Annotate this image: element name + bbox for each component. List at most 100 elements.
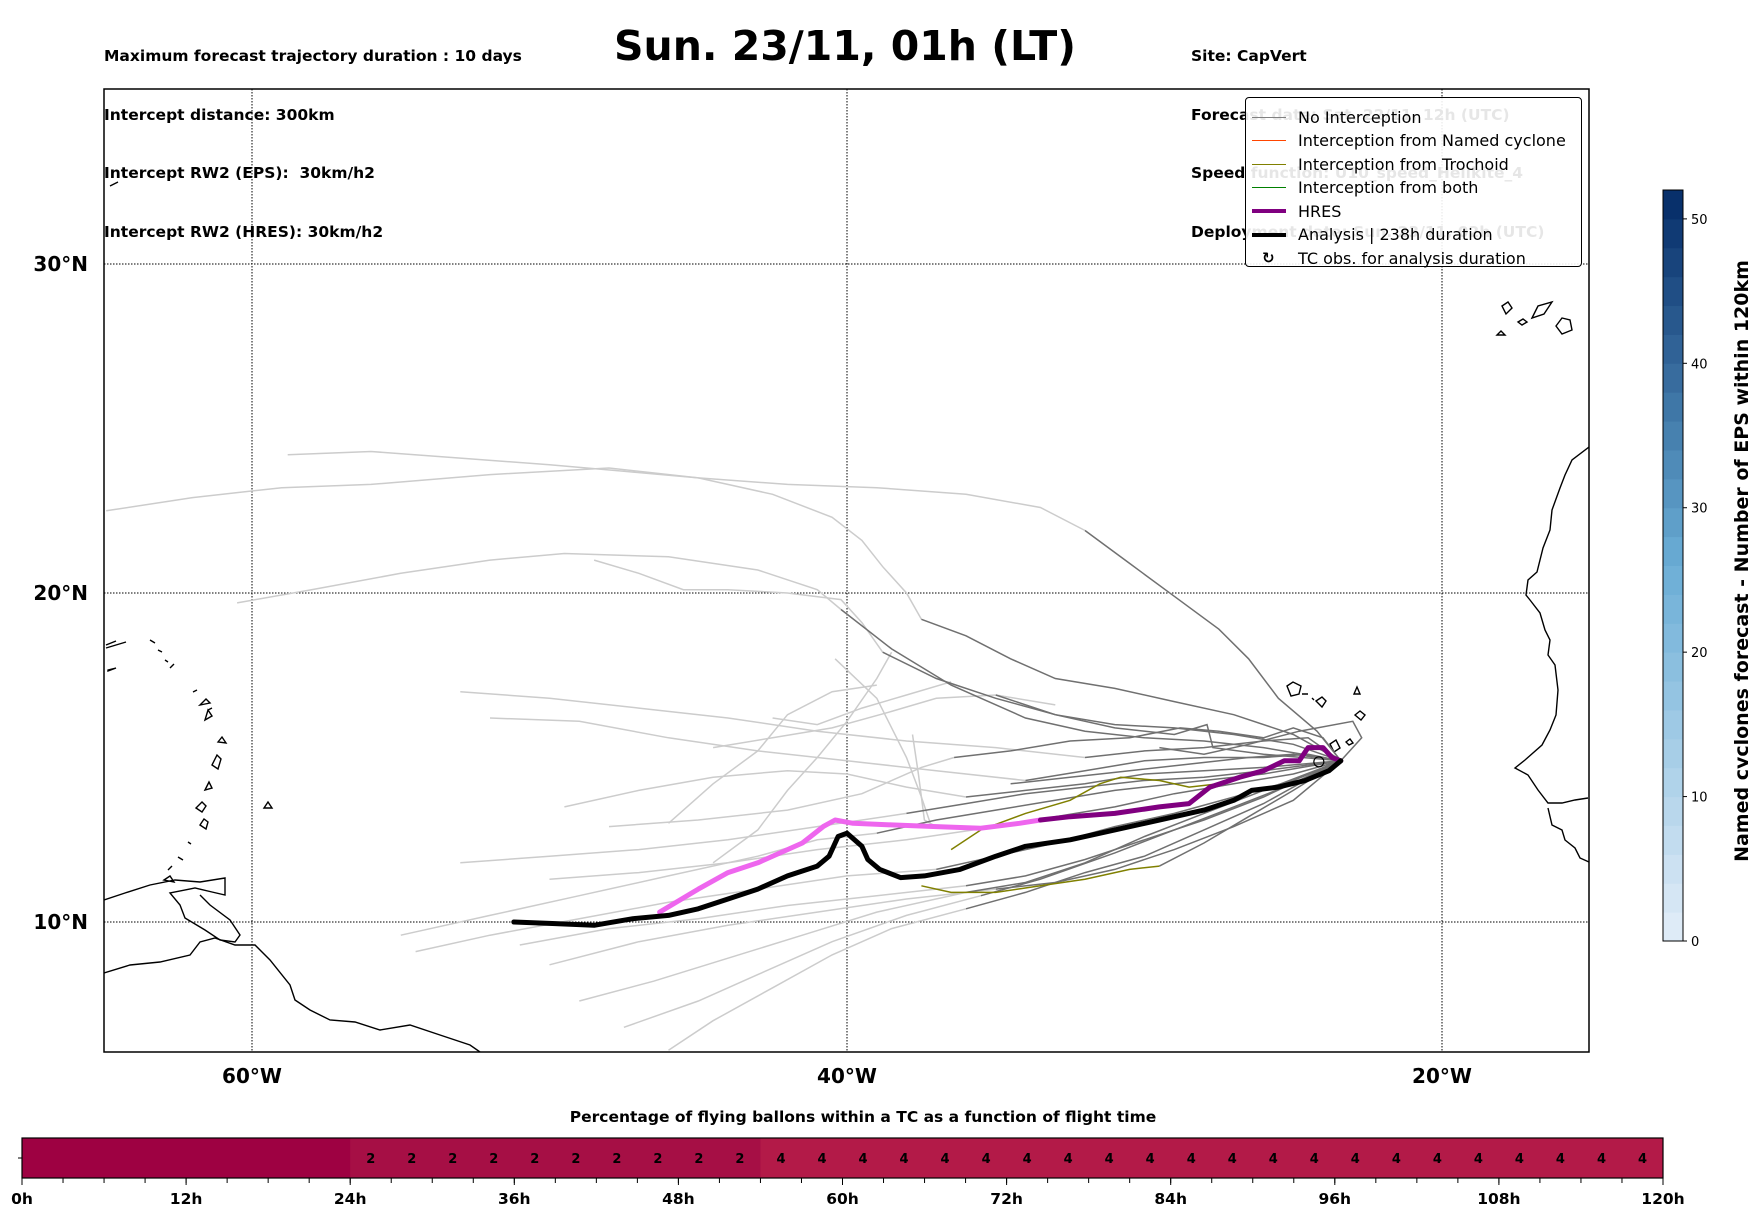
time-tick-label: 24h [334,1190,367,1208]
eps-track-faded [911,734,937,828]
legend-label: Interception from Trochoid [1298,154,1509,174]
colorbar-bin [1663,594,1683,624]
coastline-west-africa [1513,446,1589,863]
colorbar: 0 10 20 30 40 50 [1662,189,1708,950]
eps-track-faded [668,684,877,824]
time-tick-label: 108h [1477,1190,1520,1208]
legend-label: Analysis | 238h duration [1298,225,1493,244]
time-bin-value: 4 [1392,1152,1401,1167]
coastline-trinidad-venezuela [104,877,241,943]
trochoid-tracks [921,776,1219,894]
legend-label: No Interception [1298,107,1422,127]
eps-track [965,760,1341,798]
time-bin-value: 4 [1351,1152,1360,1167]
eps-track [995,694,1341,762]
time-bin-value: 4 [1269,1152,1278,1167]
info-max-duration: Maximum forecast trajectory duration : 1… [104,47,522,65]
legend-line-swatch [1252,187,1286,188]
time-bin-value: 2 [735,1152,744,1167]
run-parameters: Maximum forecast trajectory duration : 1… [104,8,522,262]
flight-time-bar: 2 2 2 2 2 2 2 2 2 2 4 4 4 4 4 4 4 4 4 4 4 4 4 4 4 4 4 4 4 4 4 4 0h 12h 24h… [11,1137,1685,1208]
x-tick-label: 20°W [1412,1064,1472,1088]
time-tick-label: 36h [498,1190,531,1208]
time-bin-value: 4 [1638,1152,1647,1167]
colorbar-bin [1663,363,1683,393]
colorbar-bin [1663,449,1683,480]
eps-track-faded [415,868,937,953]
main-tracks [511,745,1344,928]
colorbar-bin [1663,767,1683,798]
time-bin-value: 2 [366,1152,375,1167]
colorbar-bin [1663,305,1683,335]
legend-item: HRES [1246,200,1581,222]
eps-track [1159,720,1363,762]
y-tick-label: 10°N [33,910,88,934]
hres-track [1037,745,1344,823]
info-site: Site: CapVert [1191,47,1307,65]
y-tick-label: 20°N [33,581,88,605]
time-bin-value: 4 [1515,1152,1524,1167]
eps-track-faded [489,717,1026,782]
eps-track [921,618,1342,762]
time-segment [350,1138,761,1178]
eps-track [1084,529,1342,762]
legend-line-swatch [1252,163,1286,165]
plot-frame [103,88,1590,1053]
colorbar-tick-label: 0 [1691,935,1699,950]
time-bin-value: 4 [900,1152,909,1167]
eps-track [1025,753,1341,782]
time-tick-label: 12h [170,1190,203,1208]
legend-line-swatch [1252,209,1286,213]
hres-track-early [657,817,1043,915]
colorbar-bin [1663,652,1683,682]
colorbar-bin [1663,912,1683,942]
legend-item: No Interception [1246,106,1581,128]
eps-track-faded [593,559,884,653]
time-tick-label: 0h [11,1190,33,1208]
eps-track-faded [549,888,996,966]
colorbar-bin [1663,421,1683,451]
legend-item: ↺ TC obs. for analysis duration [1246,247,1581,269]
page-title: Sun. 23/11, 01h (LT) [614,22,1076,70]
time-bin-value: 4 [941,1152,950,1167]
colorbar-bin [1663,796,1683,826]
eps-tracks-faded [106,450,1086,1051]
cyclone-marker [1313,756,1325,768]
time-tick-label: 96h [1318,1190,1351,1208]
eps-track-faded [608,756,955,828]
time-tick-label: 48h [662,1190,695,1208]
colorbar-tick-label: 50 [1691,213,1708,228]
eps-track-faded [579,891,967,1002]
info-intercept-distance: Intercept distance: 300km [104,105,335,124]
time-bin-value: 2 [653,1152,662,1167]
time-segment [760,1138,1664,1178]
colorbar-bin [1663,623,1683,653]
eps-track [954,727,1342,762]
colorbar-bin [1663,709,1683,740]
eps-track [965,760,1342,910]
axis-tick-labels: 60°W 40°W 20°W 30°N 20°N 10°N [33,252,1472,1088]
colorbar-tick-label: 30 [1691,502,1708,517]
colorbar-label: Named cyclones forecast - Number of EPS … [1731,260,1748,862]
legend-line-swatch [1252,232,1286,237]
time-bin-value: 4 [776,1152,785,1167]
time-bin-value: 4 [1105,1152,1114,1167]
colorbar-bin [1663,507,1683,538]
analysis-track [511,758,1344,928]
time-tick-label: 120h [1641,1190,1684,1208]
legend-item: Interception from Trochoid [1246,153,1581,175]
time-bin-value: 4 [1146,1152,1155,1167]
coastline-cape-verde [1286,681,1366,754]
legend-label: TC obs. for analysis duration [1298,248,1526,268]
x-tick-label: 40°W [817,1064,877,1088]
eps-track-faded [772,681,952,726]
eps-track-faded [623,894,982,1029]
colorbar-bin [1663,392,1683,422]
colorbar-bin [1663,883,1683,913]
time-bin-value: 4 [1228,1152,1237,1167]
time-bin-value: 4 [858,1152,867,1167]
coastline-canary-islands [1495,300,1573,336]
y-tick-label: 30°N [33,252,88,276]
time-bin-value: 2 [612,1152,621,1167]
time-tick-label: 60h [826,1190,859,1208]
